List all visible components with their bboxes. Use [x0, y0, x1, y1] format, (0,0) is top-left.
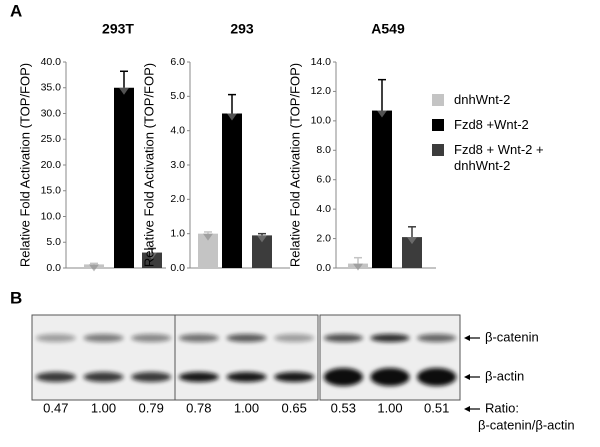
blot-frame [174, 314, 319, 401]
y-tick-label: 4.0 [316, 203, 331, 215]
chart-title: A549 [371, 21, 405, 37]
ratio-value: 0.47 [43, 400, 68, 415]
y-axis-label: Relative Fold Activation (TOP/FOP) [141, 63, 156, 267]
y-tick-label: 15.0 [41, 185, 62, 197]
blot-band [370, 334, 410, 342]
legend-swatch [432, 119, 444, 131]
ratio-label: Ratio: [485, 400, 519, 415]
blot-band [226, 372, 267, 382]
band-label: β-catenin [485, 329, 539, 344]
ratio-value: 0.51 [424, 400, 449, 415]
ratio-value: 0.53 [331, 400, 356, 415]
blot-band [178, 334, 219, 342]
y-tick-label: 40.0 [41, 56, 62, 68]
blot-band [226, 334, 267, 342]
bar-marker [377, 110, 387, 118]
y-axis-label: Relative Fold Activation (TOP/FOP) [287, 63, 302, 267]
y-tick-label: 1.0 [170, 227, 185, 239]
y-tick-label: 5.0 [46, 236, 61, 248]
y-tick-label: 2.0 [170, 193, 185, 205]
blot-band [274, 372, 315, 382]
bar [198, 233, 218, 268]
bar-marker [353, 263, 363, 271]
blot-band [35, 372, 76, 382]
bar [142, 252, 162, 268]
y-tick-label: 10.0 [311, 115, 332, 127]
bar [402, 237, 422, 268]
y-tick-label: 12.0 [311, 85, 332, 97]
blot-band [131, 334, 172, 342]
ratio-arrow-head [464, 406, 470, 412]
bar-marker [227, 113, 237, 121]
legend-swatch [432, 94, 444, 106]
y-tick-label: 20.0 [41, 159, 62, 171]
blot-band [417, 334, 457, 342]
panel-label: A [10, 1, 22, 20]
blot-frame [31, 314, 176, 401]
y-tick-label: 35.0 [41, 82, 62, 94]
bar-marker [147, 252, 157, 260]
ratio-value: 1.00 [377, 400, 402, 415]
ratio-value: 1.00 [234, 400, 259, 415]
blot-band [274, 334, 315, 342]
y-tick-label: 3.0 [170, 159, 185, 171]
legend-swatch [432, 144, 444, 156]
y-tick-label: 10.0 [41, 210, 62, 222]
ratio-value: 0.78 [186, 400, 211, 415]
blot-band [370, 368, 410, 386]
bar-marker [407, 237, 417, 245]
y-tick-label: 8.0 [316, 144, 331, 156]
y-tick-label: 0.0 [46, 262, 61, 274]
blot-band [35, 334, 76, 342]
ratio-sublabel: β-catenin/β-actin [478, 417, 575, 432]
y-tick-label: 2.0 [316, 232, 331, 244]
blot-band [417, 368, 457, 386]
y-tick-label: 25.0 [41, 133, 62, 145]
y-tick-label: 0.0 [316, 262, 331, 274]
blot-band [323, 334, 363, 342]
blot-band [323, 368, 363, 386]
y-axis-label: Relative Fold Activation (TOP/FOP) [17, 63, 32, 267]
blot-band [83, 372, 124, 382]
bar-marker [257, 235, 267, 243]
legend-label: Fzd8 +Wnt-2 [454, 117, 529, 132]
blot-frame [319, 314, 461, 401]
y-tick-label: 0.0 [170, 262, 185, 274]
blot-band [178, 372, 219, 382]
blot-band [131, 372, 172, 382]
bar-marker [89, 264, 99, 272]
legend-label: dnhWnt-2 [454, 92, 511, 107]
bar [252, 235, 272, 268]
y-tick-label: 6.0 [316, 173, 331, 185]
bar-marker [203, 233, 213, 241]
chart-title: 293T [102, 21, 134, 37]
blot-band [83, 334, 124, 342]
panel-label: B [10, 288, 22, 307]
band-label: β-actin [485, 368, 524, 383]
y-tick-label: 4.0 [170, 124, 185, 136]
band-arrow-head [464, 374, 470, 380]
legend-label: Fzd8 + Wnt-2 + dnhWnt-2 [454, 142, 544, 173]
chart-title: 293 [230, 21, 254, 37]
y-tick-label: 6.0 [170, 56, 185, 68]
bar [372, 110, 392, 268]
bar [114, 87, 134, 268]
ratio-value: 0.79 [139, 400, 164, 415]
band-arrow-head [464, 335, 470, 341]
bar-marker [119, 87, 129, 95]
ratio-value: 0.65 [282, 400, 307, 415]
bar [222, 113, 242, 268]
y-tick-label: 5.0 [170, 90, 185, 102]
ratio-value: 1.00 [91, 400, 116, 415]
y-tick-label: 30.0 [41, 107, 62, 119]
y-tick-label: 14.0 [311, 56, 332, 68]
